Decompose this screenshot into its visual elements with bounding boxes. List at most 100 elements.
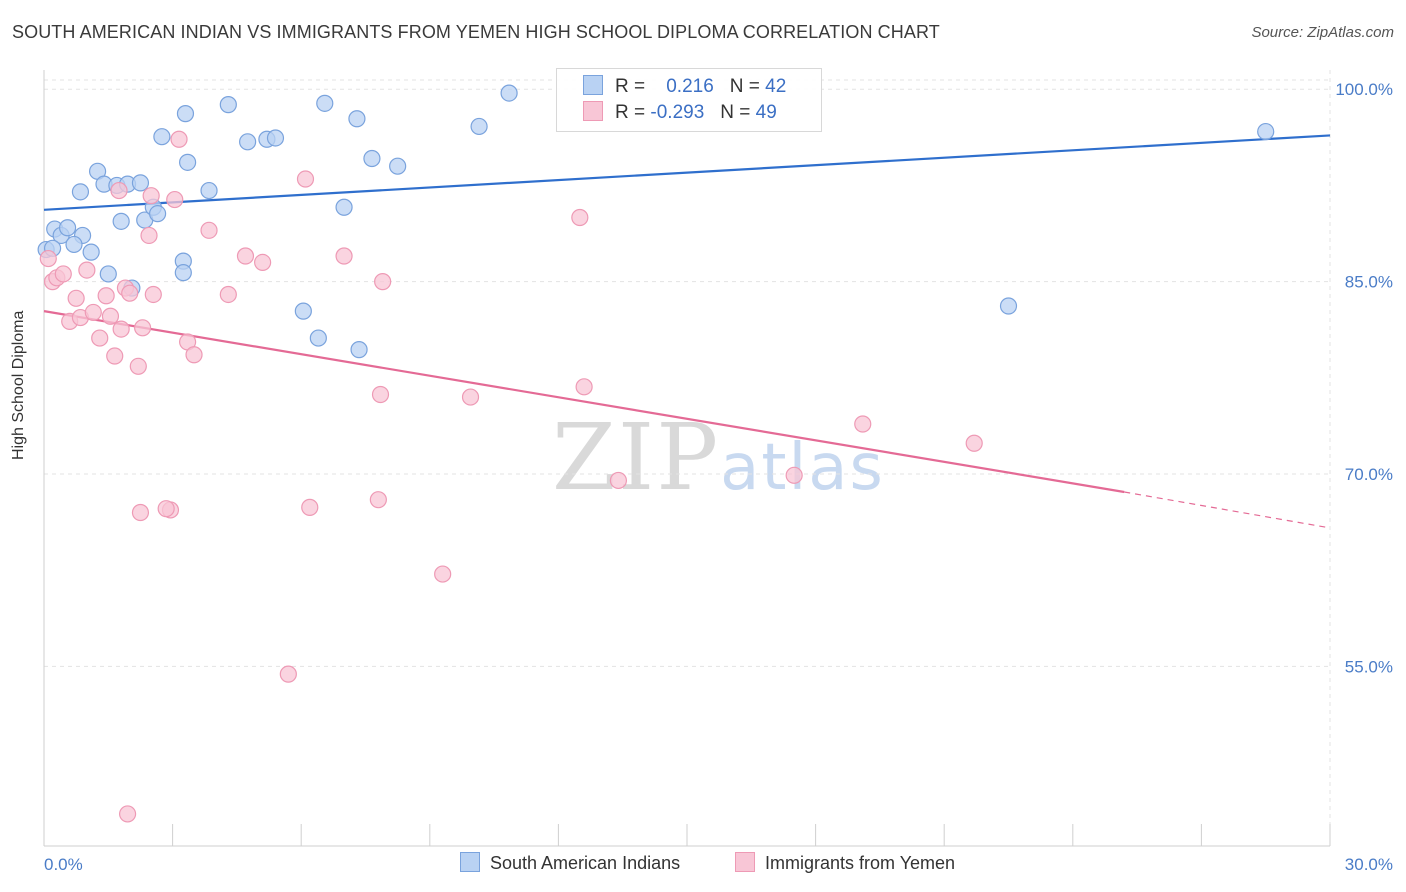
point-south-american-indians — [148, 205, 167, 223]
point-south-american-indians — [153, 128, 171, 146]
y-axis-label: High School Diploma — [10, 310, 27, 460]
point-immigrants-from-yemen — [121, 284, 139, 302]
tick-labels: 100.0% 85.0% 70.0% 55.0% 0.0% 30.0% — [44, 80, 1393, 874]
point-immigrants-from-yemen — [335, 247, 353, 265]
point-immigrants-from-yemen — [54, 265, 72, 283]
point-south-american-indians — [266, 129, 285, 147]
bottom-legend-label: Immigrants from Yemen — [765, 853, 956, 873]
point-south-american-indians — [174, 264, 192, 282]
point-immigrants-from-yemen — [374, 273, 392, 291]
trend-line-south-american-indians — [43, 134, 1331, 211]
point-south-american-indians — [71, 183, 90, 201]
point-immigrants-from-yemen — [236, 247, 255, 265]
point-south-american-indians — [219, 96, 237, 114]
legend-r-label: R = — [615, 102, 646, 123]
point-south-american-indians — [131, 174, 150, 192]
point-south-american-indians — [389, 157, 407, 175]
point-immigrants-from-yemen — [144, 285, 162, 304]
bottom-legend-immigrants-from-yemen: Immigrants from Yemen — [735, 852, 955, 874]
point-immigrants-from-yemen — [609, 471, 628, 490]
point-south-american-indians — [363, 149, 381, 168]
legend-swatch-pink — [583, 101, 603, 121]
point-south-american-indians — [179, 153, 197, 171]
source-label: Source: ZipAtlas.com — [1251, 24, 1394, 41]
bottom-legend-label: South American Indians — [490, 853, 681, 873]
point-immigrants-from-yemen — [39, 249, 57, 268]
point-immigrants-from-yemen — [185, 346, 203, 364]
point-immigrants-from-yemen — [200, 221, 218, 239]
trend-lines — [43, 134, 1331, 529]
chart-title: SOUTH AMERICAN INDIAN VS IMMIGRANTS FROM… — [12, 22, 940, 42]
point-immigrants-from-yemen — [575, 378, 593, 396]
point-south-american-indians — [348, 110, 366, 128]
point-immigrants-from-yemen — [301, 498, 319, 516]
x-tick-label: 0.0% — [44, 855, 83, 874]
bottom-legend-south-american-indians: South American Indians — [460, 852, 680, 874]
point-immigrants-from-yemen — [118, 805, 137, 823]
point-immigrants-from-yemen — [854, 415, 872, 433]
point-south-american-indians — [316, 94, 334, 112]
y-tick-label: 100.0% — [1335, 80, 1393, 99]
point-south-american-indians — [99, 265, 117, 283]
legend-n-label: N = — [720, 102, 751, 123]
point-immigrants-from-yemen — [110, 181, 128, 200]
bottom-legend-swatch-pink — [735, 852, 755, 872]
point-immigrants-from-yemen — [101, 307, 120, 325]
point-immigrants-from-yemen — [571, 208, 589, 227]
point-south-american-indians — [500, 84, 518, 102]
point-south-american-indians — [470, 117, 488, 136]
point-immigrants-from-yemen — [434, 565, 452, 583]
legend-n-label: N = — [729, 76, 760, 97]
point-immigrants-from-yemen — [142, 187, 160, 205]
point-immigrants-from-yemen — [965, 434, 983, 452]
legend-n-value: 42 — [765, 76, 787, 97]
point-immigrants-from-yemen — [254, 253, 272, 271]
legend-row-south-american-indians: R = 0.216 N = 42 — [583, 75, 786, 101]
x-tick-label: 30.0% — [1345, 855, 1393, 874]
point-immigrants-from-yemen — [131, 503, 150, 522]
point-immigrants-from-yemen — [371, 385, 390, 404]
point-south-american-indians — [294, 302, 312, 320]
point-immigrants-from-yemen — [97, 287, 115, 305]
legend-n-value: 49 — [755, 102, 777, 123]
point-south-american-indians — [309, 329, 327, 347]
point-immigrants-from-yemen — [166, 190, 184, 209]
point-immigrants-from-yemen — [67, 289, 85, 307]
point-immigrants-from-yemen — [112, 320, 130, 338]
point-immigrants-from-yemen — [785, 466, 803, 484]
point-south-american-indians — [239, 133, 257, 151]
legend-row-immigrants-from-yemen: R = -0.293 N = 49 — [583, 101, 777, 127]
point-immigrants-from-yemen — [219, 285, 237, 304]
point-south-american-indians — [1257, 122, 1275, 141]
axes — [43, 70, 1331, 847]
point-immigrants-from-yemen — [84, 303, 102, 322]
point-immigrants-from-yemen — [170, 130, 188, 148]
point-immigrants-from-yemen — [78, 261, 96, 279]
grid-lines — [44, 70, 1331, 846]
watermark-zip: ZIP — [552, 404, 721, 511]
legend-r-value: 0.216 — [666, 76, 714, 97]
point-south-american-indians — [999, 297, 1018, 315]
legend-swatch-blue — [583, 75, 603, 95]
point-south-american-indians — [82, 243, 100, 261]
point-immigrants-from-yemen — [140, 226, 158, 245]
point-immigrants-from-yemen — [106, 347, 124, 365]
watermark: ZIPatlas — [552, 404, 885, 511]
point-south-american-indians — [200, 181, 218, 200]
point-immigrants-from-yemen — [369, 491, 387, 509]
point-immigrants-from-yemen — [91, 329, 109, 347]
point-south-american-indians — [112, 212, 130, 230]
legend-r-label: R = — [615, 76, 646, 97]
point-south-american-indians — [350, 341, 368, 359]
y-tick-label: 55.0% — [1345, 657, 1393, 676]
y-tick-label: 70.0% — [1345, 465, 1393, 484]
point-immigrants-from-yemen — [461, 388, 480, 406]
point-south-american-indians — [65, 235, 83, 254]
point-south-american-indians — [176, 105, 195, 123]
trend-line-immigrants-from-yemen-extrapolated — [1124, 491, 1331, 529]
watermark-atlas: atlas — [720, 431, 885, 505]
trend-line-immigrants-from-yemen — [43, 310, 1125, 494]
point-immigrants-from-yemen — [133, 319, 152, 337]
point-immigrants-from-yemen — [279, 665, 297, 683]
